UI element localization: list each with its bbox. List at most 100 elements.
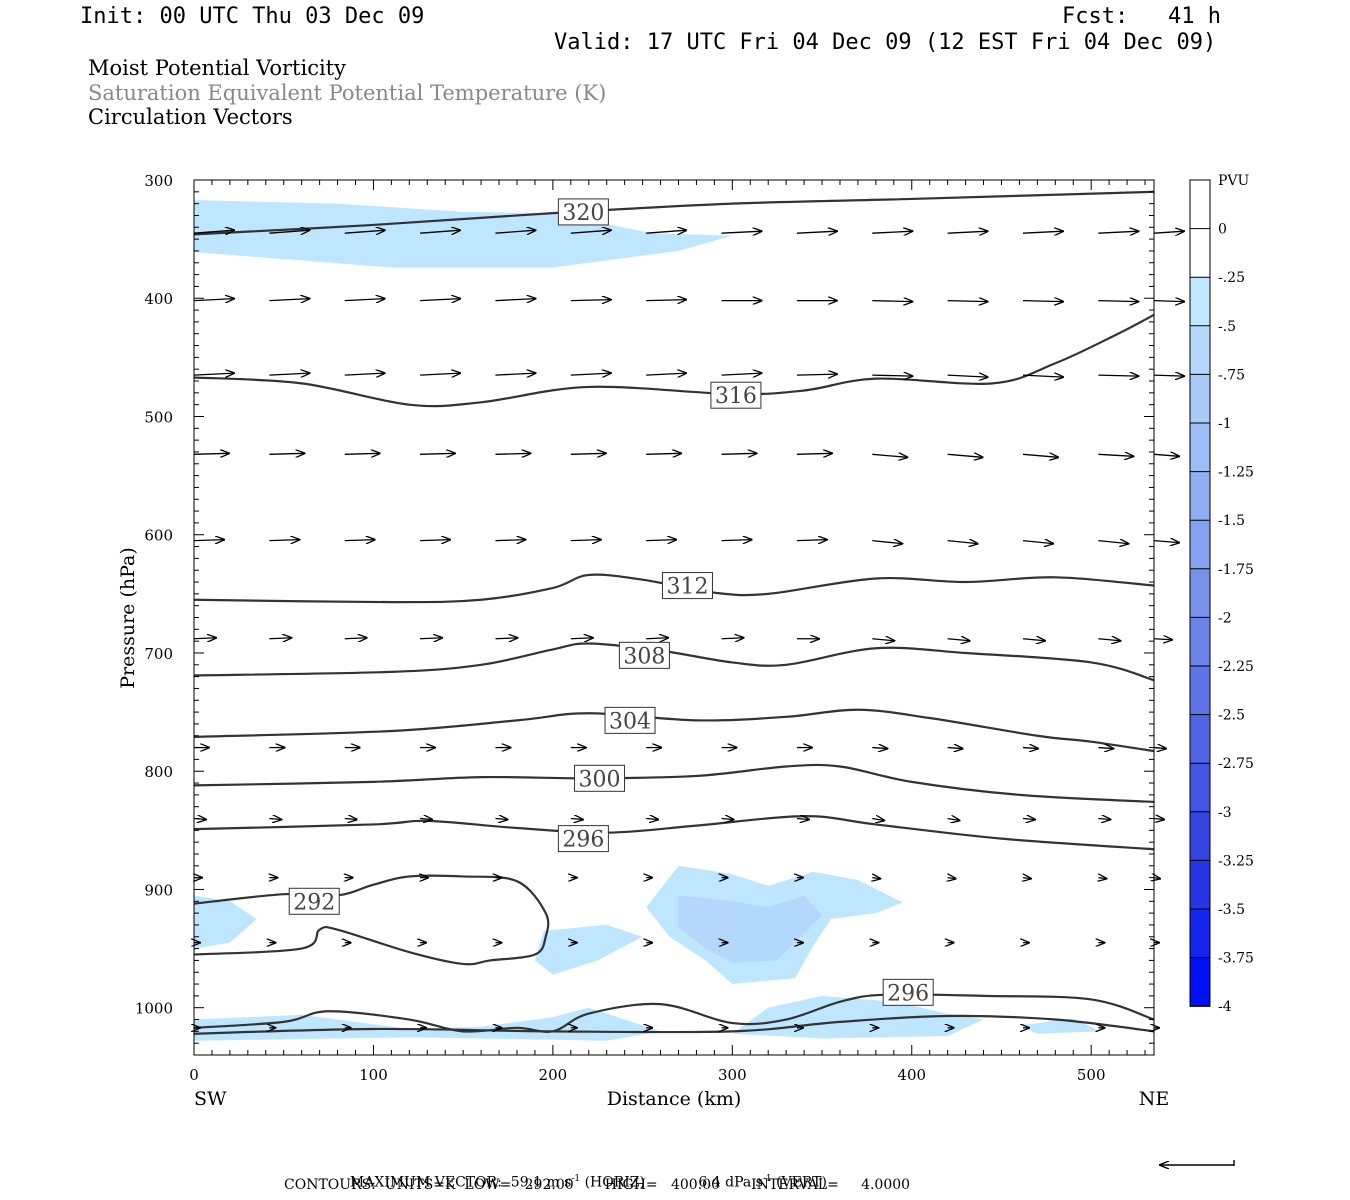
wind-vector <box>796 819 809 820</box>
wind-vector <box>495 299 535 301</box>
contour-label: 312 <box>661 572 713 600</box>
y-tick-label: 700 <box>144 645 173 663</box>
wind-vector <box>721 819 734 820</box>
wind-vector <box>872 231 912 233</box>
wind-vector <box>1153 454 1179 456</box>
colorbar-label: -2.25 <box>1218 659 1254 675</box>
wind-vector <box>269 540 299 541</box>
wind-vector <box>420 540 450 541</box>
axes: 0 100 200 300 400 500 300 400 500 600 700 800 900 100… <box>135 172 1154 1084</box>
wind-vector <box>1098 231 1138 233</box>
wind-vector <box>570 638 593 639</box>
wind-vector <box>1022 301 1063 302</box>
pv-region-2 <box>534 924 643 975</box>
wind-vector <box>193 638 216 639</box>
wind-vector <box>1153 639 1172 640</box>
horiz-exponent: -1 <box>571 1174 581 1184</box>
theta-contour-320-0 <box>193 190 1155 236</box>
contour-label: 300 <box>574 764 626 792</box>
wind-vector <box>1022 819 1035 820</box>
contour-label-text: 300 <box>579 767 621 792</box>
contour-label-box <box>618 641 670 669</box>
colorbar-swatch <box>1190 811 1210 861</box>
wind-vector <box>420 299 460 301</box>
contour-label-box <box>661 572 713 600</box>
wind-vector <box>1098 748 1113 749</box>
y-tick-label: 800 <box>144 763 173 781</box>
wind-vector <box>1153 819 1164 820</box>
contour-label: 296 <box>882 978 934 1006</box>
colorbar-label: -3 <box>1218 805 1232 821</box>
colorbar-label: -3.75 <box>1218 951 1254 967</box>
wind-vector <box>947 231 988 233</box>
wind-vector <box>872 878 880 879</box>
colorbar-swatch <box>1190 957 1210 1007</box>
colorbar-label: -1.75 <box>1218 562 1254 578</box>
wind-vector <box>193 230 234 233</box>
wind-vector <box>495 453 530 454</box>
wind-vector <box>1153 541 1179 543</box>
horiz-tag: (HORIZ) <box>584 1174 645 1191</box>
colorbar-label: -2 <box>1218 610 1232 626</box>
wind-vector <box>1022 748 1038 749</box>
contour-label-text: 304 <box>609 709 651 734</box>
wind-vector <box>495 230 535 233</box>
wind-vector <box>1098 639 1120 641</box>
wind-vector <box>947 375 988 377</box>
colorbar-title: PVU <box>1218 173 1250 189</box>
wind-vector <box>269 230 309 233</box>
wind-vector <box>420 230 460 233</box>
colorbar-swatch <box>1190 568 1210 618</box>
wind-vector <box>269 819 281 820</box>
wind-vector <box>872 375 912 376</box>
x-tick-label: 500 <box>1077 1066 1106 1084</box>
wind-vector <box>1022 231 1063 233</box>
theta-contour-296-8 <box>193 993 1155 1033</box>
y-axis-label: Pressure (hPa) <box>117 547 139 689</box>
pv-region-0 <box>194 200 733 268</box>
colorbar-swatch <box>1190 325 1210 375</box>
theta-contour-296-6 <box>193 815 1155 851</box>
wind-vector <box>344 299 385 301</box>
x-tick-label: 400 <box>897 1066 926 1084</box>
contour-label-box <box>288 887 340 915</box>
wind-vector <box>570 373 611 375</box>
vert-value: 6.4 dPa s <box>698 1174 763 1191</box>
pv-region-7 <box>732 995 984 1039</box>
x-axis-label: Distance (km) <box>607 1088 742 1110</box>
wind-vector <box>947 454 983 457</box>
wind-vector <box>947 541 978 544</box>
wind-vector <box>495 540 525 541</box>
colorbar-swatch <box>1190 228 1210 278</box>
wind-vector <box>1153 748 1166 749</box>
wind-vector <box>269 299 309 301</box>
colorbar-swatch <box>1190 909 1210 958</box>
y-tick-label: 500 <box>144 408 173 426</box>
colorbar-swatch <box>1190 763 1210 812</box>
wind-vector <box>872 639 894 641</box>
wind-vector <box>1023 878 1031 879</box>
vert-tag: (VERT) <box>776 1174 827 1191</box>
wind-vector <box>344 819 357 820</box>
wind-vector <box>1098 454 1133 456</box>
wind-vector <box>495 819 507 820</box>
wind-vector <box>420 638 442 639</box>
theta-contour-304-4 <box>193 708 1155 753</box>
contour-label-text: 316 <box>715 384 757 409</box>
wind-vector <box>872 301 912 302</box>
contour-label: 308 <box>618 641 670 669</box>
title-theta-es: Saturation Equivalent Potential Temperat… <box>88 81 607 105</box>
colorbar-label: -.5 <box>1218 319 1236 335</box>
contour-label-text: 312 <box>666 575 708 600</box>
wind-vector <box>721 373 762 375</box>
title-mpv: Moist Potential Vorticity <box>88 56 346 80</box>
wind-vector <box>1098 541 1128 544</box>
wind-vector <box>193 453 229 454</box>
colorbar-swatch <box>1190 617 1210 666</box>
wind-vector <box>570 300 611 301</box>
wind-vector <box>646 300 686 301</box>
wind-vector <box>420 819 432 820</box>
colorbar-label: -3.25 <box>1218 853 1254 869</box>
wind-vector <box>947 301 988 302</box>
contour-label-box <box>710 381 762 409</box>
